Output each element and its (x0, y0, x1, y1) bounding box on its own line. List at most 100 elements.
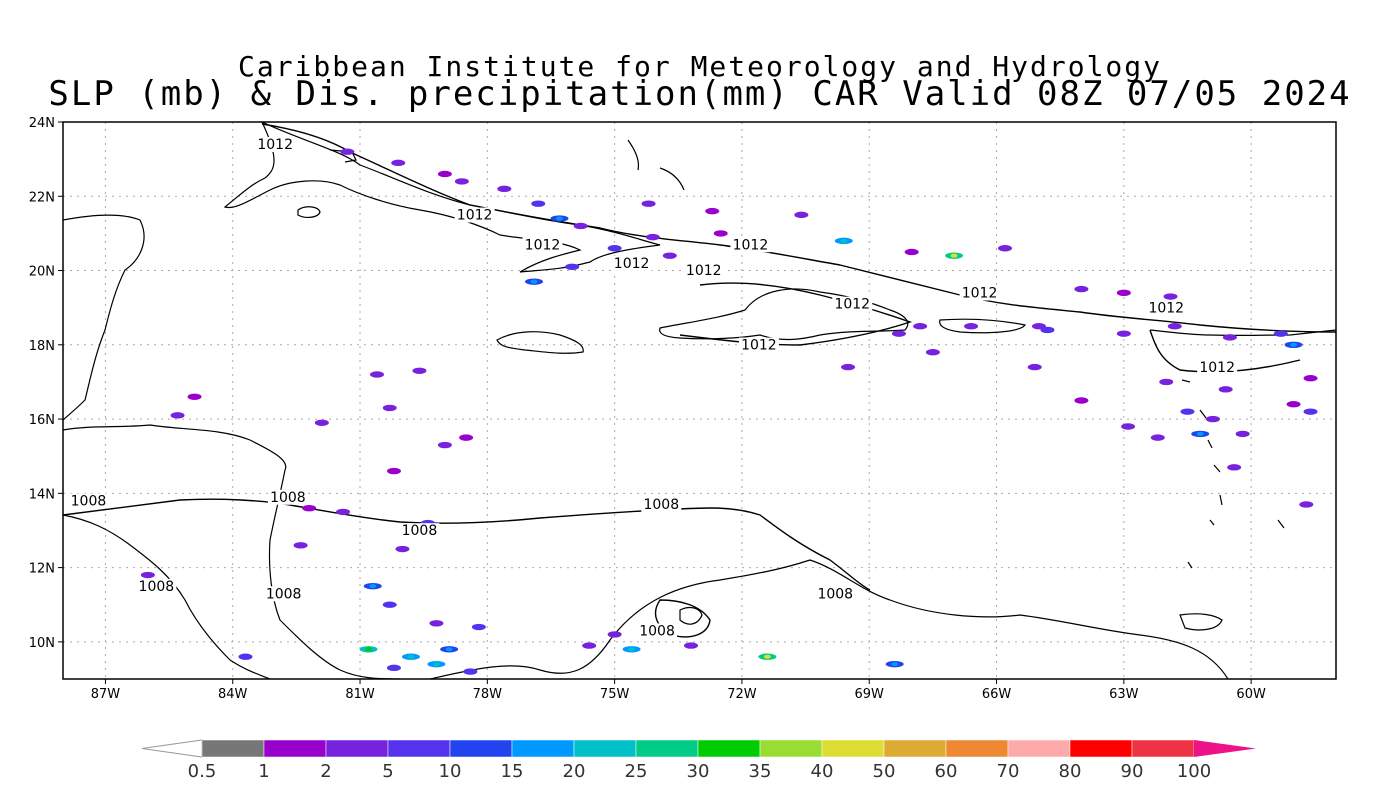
precip-cell (395, 545, 410, 553)
isobar-1008-venezuela (654, 599, 711, 638)
isobar-label-bg (738, 337, 779, 353)
colorbar-label: 70 (997, 761, 1020, 782)
precip-cell (662, 252, 677, 259)
precip-cell (904, 248, 919, 256)
precip-cell-core (1196, 431, 1204, 436)
isobar-label: 1008 (817, 586, 853, 602)
colorbar-swatch (325, 739, 389, 758)
map-title-line1: Caribbean Institute for Meteorology and … (237, 50, 1162, 83)
colorbar-swatch (201, 739, 265, 758)
colorbar-swatch (263, 739, 327, 758)
precip-cell (429, 620, 444, 627)
coast-south-america (429, 559, 1229, 679)
colorbar-swatch (511, 739, 575, 758)
graticule-grid (63, 121, 1336, 679)
precip-cell (370, 371, 385, 378)
precip-cell (1150, 434, 1165, 441)
precip-cell (964, 323, 979, 330)
colorbar-label: 30 (687, 761, 710, 782)
lat-tick-label: 10N (29, 636, 55, 651)
precip-cell (187, 393, 202, 400)
precip-cell (170, 412, 185, 419)
precip-cell (1227, 464, 1242, 471)
isobar-label: 1008 (139, 579, 175, 595)
isobar-1008 (63, 498, 871, 591)
precip-cell (1273, 330, 1288, 337)
coast-isle-of-youth (297, 206, 321, 218)
lon-tick-label: 84W (218, 687, 248, 702)
coast-lake-maracaibo (679, 606, 703, 625)
colorbar-label: 35 (749, 761, 772, 782)
precip-cell (1286, 401, 1301, 408)
isobar-label-bg (263, 586, 304, 602)
precip-cell (794, 211, 809, 219)
colorbar-label: 25 (625, 761, 648, 782)
precip-cell (386, 467, 401, 475)
precip-cell (1159, 378, 1174, 386)
precip-cell (1167, 323, 1182, 330)
lat-tick-label: 20N (29, 265, 55, 280)
colorbar-swatch (821, 739, 885, 758)
precip-cell (471, 623, 486, 631)
precip-cell (1040, 326, 1055, 334)
precip-cell (1163, 293, 1178, 300)
precip-cell-core (950, 253, 958, 258)
precip-cell (293, 542, 308, 549)
precip-cell (314, 419, 329, 426)
precip-cell (925, 349, 940, 356)
precip-cell (1180, 408, 1195, 415)
precipitation-cells (140, 148, 1318, 675)
colorbar-label: 80 (1059, 761, 1082, 782)
lon-tick-label: 63W (1109, 687, 1139, 702)
coast-jamaica (496, 331, 584, 354)
precip-cell (998, 245, 1013, 252)
precip-cell (382, 404, 397, 412)
colorbar-swatch (1069, 739, 1133, 758)
precip-cell (1074, 285, 1089, 293)
isobar-label: 1012 (733, 237, 769, 253)
precip-cell (497, 185, 512, 193)
precip-cell (841, 363, 856, 371)
colorbar-swatch (697, 739, 761, 758)
isobar-label-bg (255, 136, 296, 152)
precip-cell-core (530, 279, 538, 284)
colorbar-label: 15 (501, 761, 524, 782)
map-layers: 1012 1012 1012 1012 1012 1012 1012 1012 1012 1012… (63, 122, 1336, 679)
lat-tick-label: 16N (29, 413, 55, 428)
isobar-label-bg (815, 586, 856, 602)
isobar-label-bg (641, 497, 682, 513)
precip-cell (1074, 397, 1089, 404)
isobar-label: 1012 (457, 208, 493, 224)
colorbar-label: 2 (320, 761, 331, 782)
precip-cell (891, 330, 906, 337)
isobar-label: 1008 (266, 586, 302, 602)
precip-cell (386, 664, 401, 672)
isobar-label-bg (637, 623, 678, 639)
colorbar-label: 20 (563, 761, 586, 782)
precip-cell (302, 504, 317, 512)
colorbar-label: 1 (258, 761, 269, 782)
isobar-contours (63, 123, 1336, 638)
coast-trinidad (1179, 613, 1223, 631)
precip-cell (437, 441, 452, 449)
precip-cell (454, 178, 469, 185)
coast-bahamas-1 (627, 139, 640, 171)
coast-bahamas-2 (659, 167, 685, 191)
colorbar-swatch (573, 739, 637, 758)
isobar-label: 1008 (402, 523, 438, 539)
isobar-label-bg (1197, 359, 1238, 375)
precip-cell (565, 263, 580, 271)
isobar-label: 1012 (686, 263, 722, 279)
colorbar-label: 90 (1121, 761, 1144, 782)
colorbar-swatch (883, 739, 947, 758)
lon-tick-label: 87W (91, 687, 121, 702)
coast-antilles-chain (1181, 379, 1285, 569)
lat-tick-label: 18N (29, 339, 55, 354)
lon-tick-label: 81W (345, 687, 375, 702)
isobar-label-bg (959, 285, 1000, 301)
precip-cell (1299, 501, 1314, 508)
isobar-label-bg (68, 493, 109, 509)
precip-cell-core (369, 584, 377, 589)
isobar-label: 1012 (614, 256, 650, 272)
